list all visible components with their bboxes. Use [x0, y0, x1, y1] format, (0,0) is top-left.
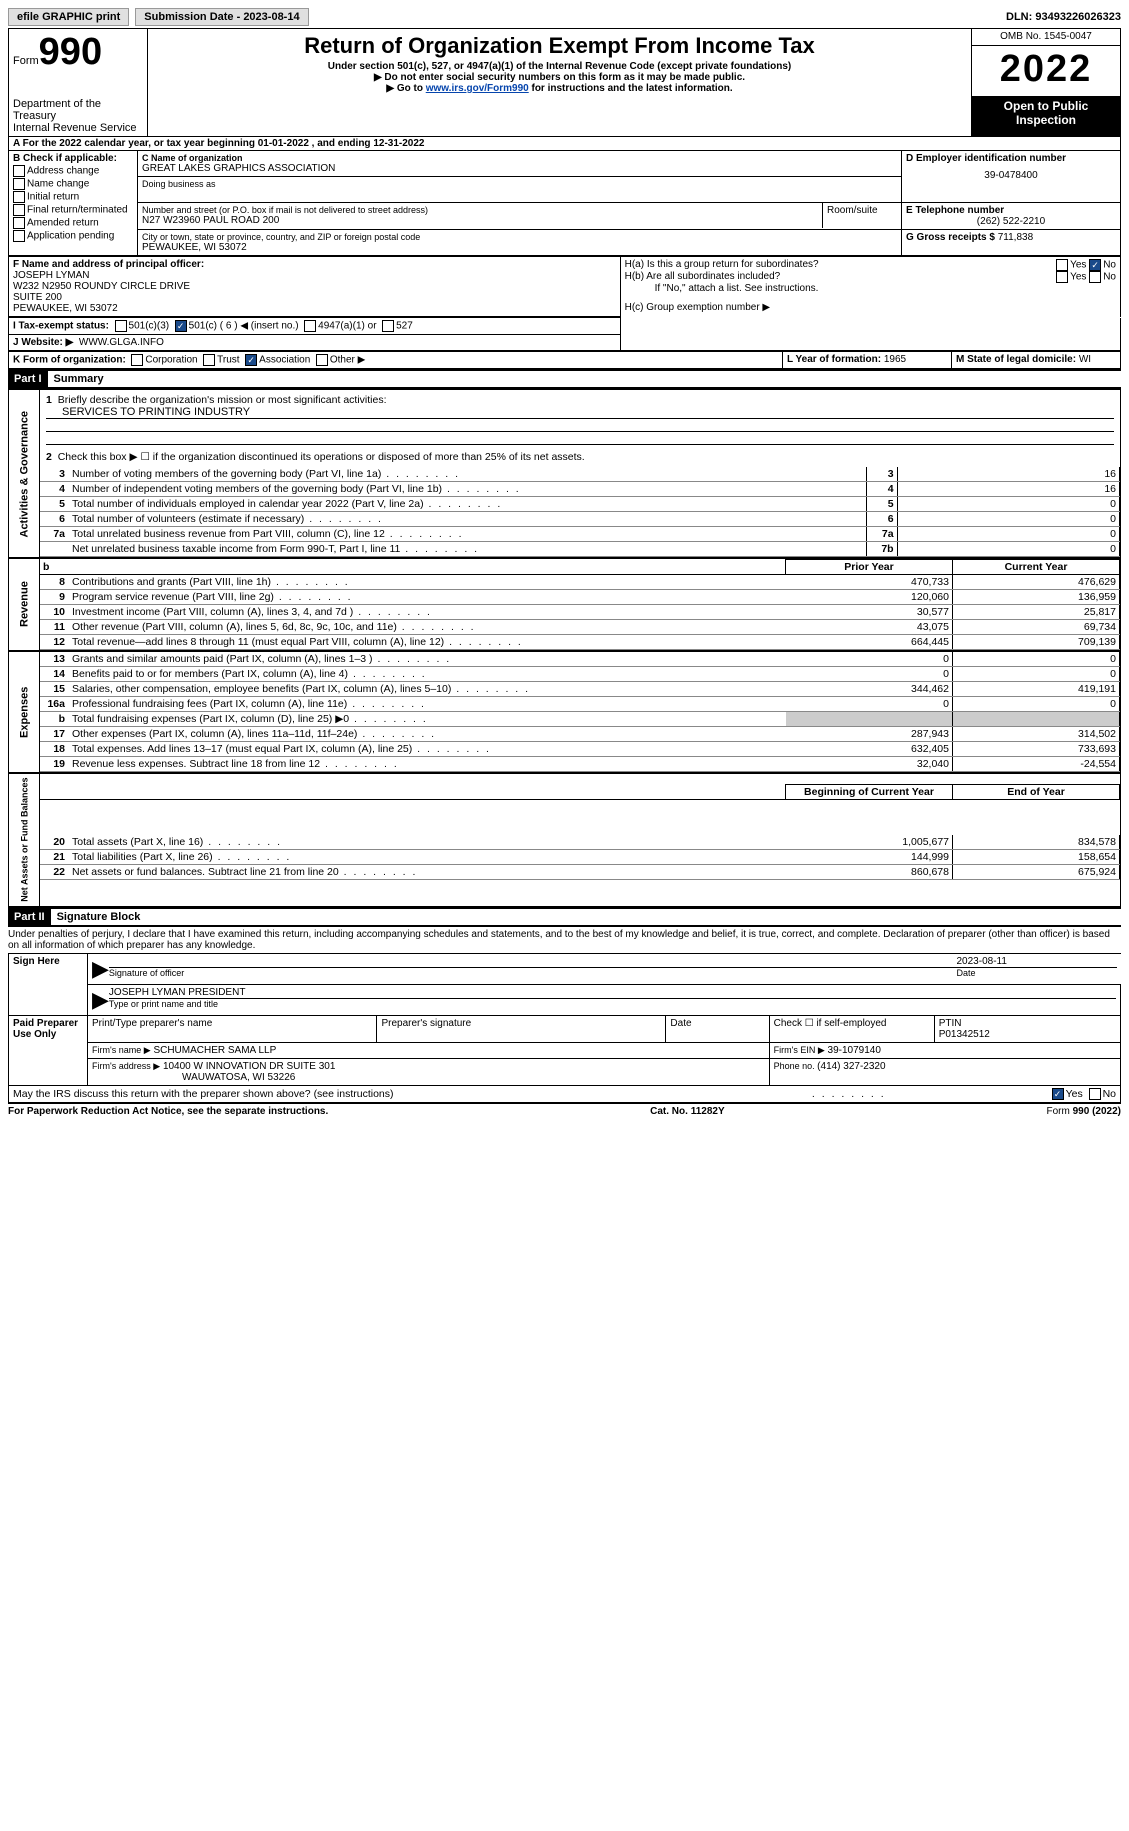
submission-date: Submission Date - 2023-08-14: [135, 8, 308, 26]
firm-phone: (414) 327-2320: [817, 1061, 885, 1072]
col-prior: Prior Year: [786, 560, 953, 575]
b-address-change[interactable]: Address change: [27, 166, 99, 177]
city: PEWAUKEE, WI 53072: [142, 242, 897, 253]
b-amended[interactable]: Amended return: [27, 218, 99, 229]
col-current: Current Year: [953, 560, 1120, 575]
year-formation: 1965: [884, 354, 906, 365]
sig-date: 2023-08-11: [957, 956, 1117, 968]
note-link: ▶ Go to www.irs.gov/Form990 for instruct…: [152, 83, 967, 94]
e-lbl: E Telephone number: [906, 205, 1116, 216]
ha: H(a) Is this a group return for subordin…: [625, 259, 1116, 271]
dept-line1: Department of the Treasury: [13, 98, 143, 122]
irs-link[interactable]: www.irs.gov/Form990: [426, 83, 529, 94]
website: WWW.GLGA.INFO: [79, 337, 164, 348]
hb: H(b) Are all subordinates included? Yes …: [625, 271, 1116, 283]
hb-note: If "No," attach a list. See instructions…: [625, 283, 1116, 294]
form-number: Form990: [13, 31, 143, 74]
ptin: P01342512: [939, 1029, 990, 1040]
sign-here: Sign Here: [9, 954, 88, 1016]
section-ij: I Tax-exempt status: 501(c)(3) ✓501(c) (…: [8, 317, 1121, 351]
subtitle: Under section 501(c), 527, or 4947(a)(1)…: [152, 61, 967, 72]
section-bcdeg: B Check if applicable: Address change Na…: [8, 150, 1121, 256]
efile-btn[interactable]: efile GRAPHIC print: [8, 8, 129, 26]
b-name-change[interactable]: Name change: [27, 179, 89, 190]
summary-table: Activities & Governance 1 Briefly descri…: [8, 389, 1121, 907]
side-gov: Activities & Governance: [9, 390, 40, 559]
open-to-public: Open to PublicInspection: [972, 96, 1121, 137]
form-title: Return of Organization Exempt From Incom…: [152, 33, 967, 59]
officer-print: JOSEPH LYMAN PRESIDENT: [109, 987, 1116, 999]
note-ssn: ▶ Do not enter social security numbers o…: [152, 72, 967, 83]
k-lbl: K Form of organization:: [13, 355, 126, 366]
dept-line2: Internal Revenue Service: [13, 122, 143, 134]
dln: DLN: 93493226026323: [1006, 11, 1121, 23]
dba-lbl: Doing business as: [142, 179, 897, 189]
c-name-lbl: C Name of organization: [142, 153, 897, 163]
hc: H(c) Group exemption number ▶: [625, 302, 1116, 313]
street-lbl: Number and street (or P.O. box if mail i…: [142, 205, 818, 215]
line-a: A For the 2022 calendar year, or tax yea…: [8, 137, 1121, 150]
gross-receipts: 711,838: [998, 232, 1033, 243]
b-initial-return[interactable]: Initial return: [27, 192, 79, 203]
g-lbl: G Gross receipts $: [906, 232, 998, 243]
room-lbl: Room/suite: [823, 203, 902, 228]
firm-addr2: WAUWATOSA, WI 53226: [92, 1072, 295, 1083]
street: N27 W23960 PAUL ROAD 200: [142, 215, 818, 226]
omb-no: OMB No. 1545-0047: [972, 29, 1121, 46]
officer-name: JOSEPH LYMAN: [13, 270, 616, 281]
d-lbl: D Employer identification number: [906, 153, 1116, 164]
b-label: B Check if applicable:: [13, 153, 133, 164]
side-exp: Expenses: [9, 651, 40, 773]
top-bar: efile GRAPHIC print Submission Date - 20…: [8, 8, 1121, 26]
section-fh: F Name and address of principal officer:…: [8, 256, 1121, 317]
side-net: Net Assets or Fund Balances: [9, 773, 40, 907]
state-domicile: WI: [1079, 354, 1091, 365]
b-final-return[interactable]: Final return/terminated: [27, 205, 128, 216]
discuss-row: May the IRS discuss this return with the…: [8, 1086, 1121, 1103]
ein: 39-0478400: [906, 164, 1116, 181]
f-lbl: F Name and address of principal officer:: [13, 259, 616, 270]
city-lbl: City or town, state or province, country…: [142, 232, 897, 242]
i-lbl: I Tax-exempt status:: [13, 321, 109, 332]
mission: SERVICES TO PRINTING INDUSTRY: [46, 406, 1114, 419]
j-lbl: J Website: ▶: [13, 337, 73, 348]
firm-name: SCHUMACHER SAMA LLP: [153, 1045, 276, 1056]
side-rev: Revenue: [9, 558, 40, 651]
paid-preparer: Paid Preparer Use Only: [9, 1016, 88, 1086]
header-table: Form990 Return of Organization Exempt Fr…: [8, 28, 1121, 137]
firm-ein: 39-1079140: [828, 1045, 881, 1056]
firm-addr1: 10400 W INNOVATION DR SUITE 301: [163, 1061, 335, 1072]
signature-table: Sign Here ▶ Signature of officer 2023-08…: [8, 953, 1121, 1086]
org-name: GREAT LAKES GRAPHICS ASSOCIATION: [142, 163, 897, 174]
tax-year: 2022: [972, 45, 1121, 96]
officer-addr1: W232 N2950 ROUNDY CIRCLE DRIVE: [13, 281, 616, 292]
officer-addr2: SUITE 200: [13, 292, 616, 303]
col-end: End of Year: [953, 784, 1120, 799]
declaration: Under penalties of perjury, I declare th…: [8, 927, 1121, 953]
part1-hdr: Part ISummary: [8, 369, 1121, 389]
part2-hdr: Part IISignature Block: [8, 907, 1121, 927]
col-beg: Beginning of Current Year: [786, 784, 953, 799]
officer-addr3: PEWAUKEE, WI 53072: [13, 303, 616, 314]
footer: For Paperwork Reduction Act Notice, see …: [8, 1103, 1121, 1117]
b-app-pending[interactable]: Application pending: [27, 231, 114, 242]
section-klm: K Form of organization: Corporation Trus…: [8, 351, 1121, 369]
phone: (262) 522-2210: [906, 216, 1116, 227]
